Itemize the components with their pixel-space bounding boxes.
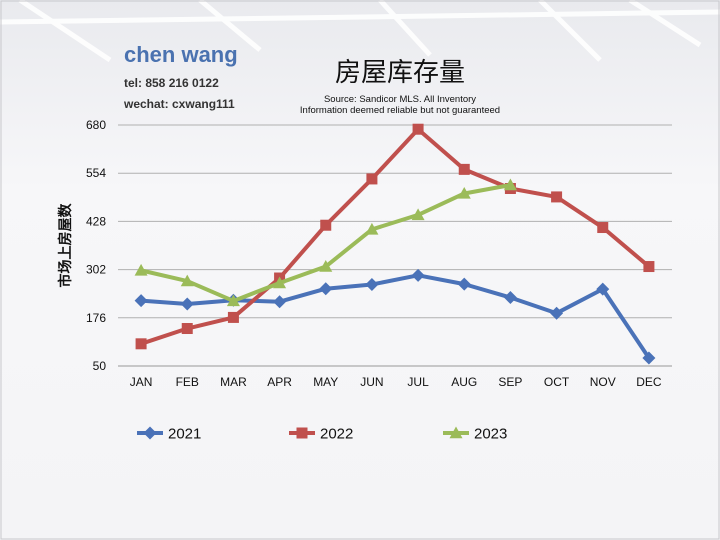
x-tick-label: MAY: [313, 375, 338, 389]
x-tick-label: JUL: [407, 375, 429, 389]
data-point-2022: [597, 222, 609, 234]
legend-label-2022: 2022: [320, 426, 353, 443]
chart-source-note: Source: Sandicor MLS. All Inventory: [323, 94, 477, 105]
chart-title: 房屋库存量: [334, 58, 465, 88]
data-point-2023: [411, 208, 425, 221]
series-line-2021: [140, 273, 651, 360]
y-tick-label: 428: [86, 214, 106, 228]
x-tick-label: AUG: [451, 375, 477, 389]
x-tick-label: DEC: [636, 375, 662, 389]
y-axis-label: 市场上房屋数: [57, 203, 74, 288]
agent-name: chen wang: [124, 42, 238, 67]
data-point-2021: [411, 268, 425, 282]
legend-label-2023: 2023: [474, 426, 507, 443]
data-point-2021: [134, 294, 148, 308]
x-tick-label: JUN: [360, 375, 383, 389]
data-point-2023: [457, 186, 471, 199]
data-point-2023: [365, 222, 379, 235]
x-tick-label: OCT: [544, 375, 570, 389]
data-point-2023: [180, 274, 194, 287]
legend-label-2021: 2021: [168, 426, 201, 443]
data-point-2022: [227, 311, 239, 323]
data-point-2021: [550, 306, 564, 320]
data-point-2021: [503, 291, 517, 305]
legend-marker-2023: [449, 426, 463, 439]
data-point-2023: [226, 294, 240, 307]
data-point-2021: [457, 277, 471, 291]
chart-disclaimer: Information deemed reliable but not guar…: [299, 105, 501, 116]
data-point-2021: [365, 278, 379, 292]
agent-phone: tel: 858 216 0122: [124, 76, 219, 90]
data-point-2021: [273, 295, 287, 309]
data-point-2022: [135, 338, 147, 350]
agent-wechat: wechat: cxwang111: [124, 97, 235, 111]
y-tick-label: 680: [86, 118, 106, 132]
data-point-2022: [551, 191, 563, 203]
series-line-2022: [140, 127, 651, 346]
x-tick-label: JAN: [130, 375, 153, 389]
x-tick-label: SEP: [498, 375, 522, 389]
x-tick-label: APR: [267, 375, 292, 389]
data-point-2022: [458, 163, 470, 175]
x-tick-label: FEB: [176, 375, 199, 389]
legend-marker-2021: [143, 426, 157, 440]
data-point-2022: [181, 323, 193, 335]
data-point-2023: [273, 276, 287, 289]
x-tick-label: MAR: [220, 375, 247, 389]
x-tick-label: NOV: [590, 375, 616, 389]
y-tick-label: 50: [93, 359, 107, 373]
data-point-2023: [319, 260, 333, 272]
y-tick-label: 176: [86, 311, 106, 325]
data-point-2021: [596, 282, 610, 296]
y-tick-label: 554: [86, 166, 106, 180]
data-point-2023: [134, 263, 148, 276]
data-point-2021: [642, 351, 656, 365]
data-point-2023: [503, 178, 517, 191]
data-point-2022: [643, 261, 655, 273]
data-point-2022: [412, 123, 424, 135]
data-point-2021: [180, 297, 194, 311]
background-pattern: [0, 0, 720, 63]
data-point-2021: [319, 282, 333, 296]
legend-marker-2022: [296, 427, 308, 439]
data-point-2022: [366, 173, 378, 185]
data-point-2022: [320, 219, 332, 231]
y-tick-label: 302: [86, 263, 106, 277]
